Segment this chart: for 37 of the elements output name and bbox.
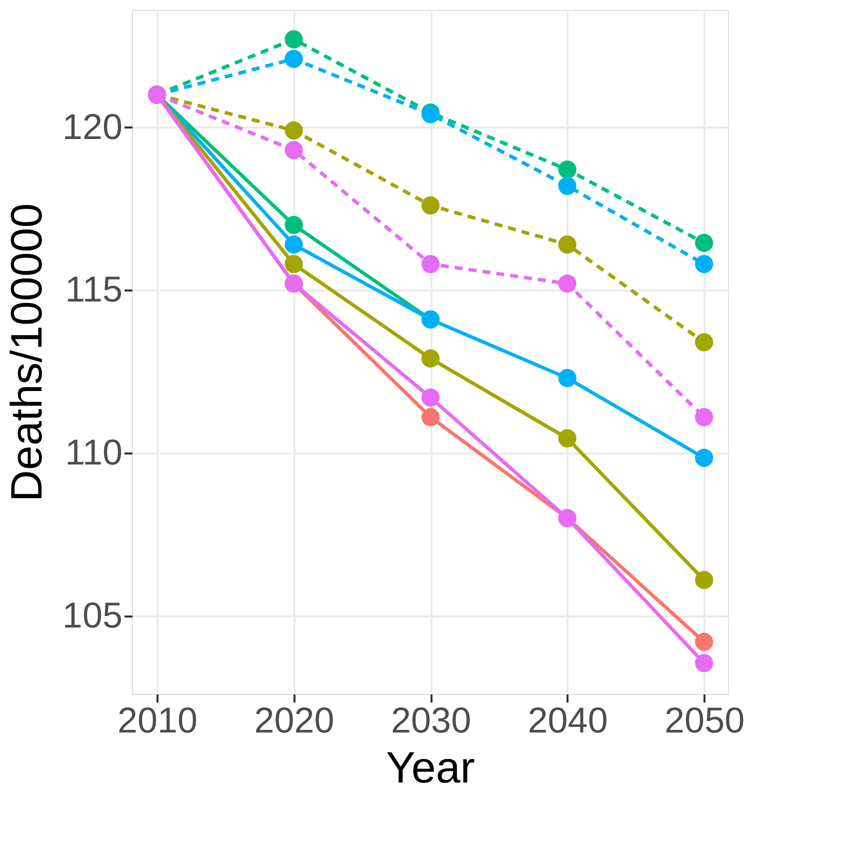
point bbox=[694, 654, 714, 672]
y-tick-label: 110 bbox=[65, 431, 122, 472]
point bbox=[284, 254, 303, 274]
point bbox=[284, 30, 303, 48]
x-tick-label: 2020 bbox=[254, 700, 334, 740]
point bbox=[284, 121, 303, 140]
y-tick-label: 120 bbox=[62, 106, 122, 147]
x-tick-label: 2040 bbox=[528, 700, 608, 740]
x-axis-title: Year bbox=[386, 744, 475, 792]
point bbox=[558, 274, 576, 293]
x-tick-label: 2010 bbox=[117, 700, 198, 740]
point bbox=[694, 632, 714, 651]
point bbox=[284, 50, 303, 68]
x-tick-label: 2030 bbox=[391, 700, 472, 740]
point bbox=[558, 160, 576, 179]
point bbox=[694, 333, 714, 352]
point bbox=[558, 176, 576, 195]
point bbox=[421, 388, 440, 407]
point bbox=[694, 234, 714, 252]
y-tick-label: 105 bbox=[62, 594, 122, 636]
point bbox=[558, 429, 576, 448]
y-tick-label: 115 bbox=[65, 268, 122, 310]
point bbox=[284, 235, 303, 254]
point bbox=[694, 408, 714, 426]
point bbox=[694, 448, 714, 467]
point bbox=[421, 254, 440, 274]
point bbox=[284, 216, 303, 234]
point bbox=[421, 408, 440, 426]
x-tick-label: 2050 bbox=[664, 700, 745, 740]
point bbox=[284, 140, 303, 160]
y-axis-title: Deaths/100000 bbox=[2, 203, 52, 502]
point bbox=[694, 254, 714, 274]
point bbox=[694, 570, 714, 590]
point bbox=[558, 235, 576, 254]
point bbox=[421, 196, 440, 214]
point bbox=[558, 368, 576, 388]
point bbox=[421, 349, 440, 368]
